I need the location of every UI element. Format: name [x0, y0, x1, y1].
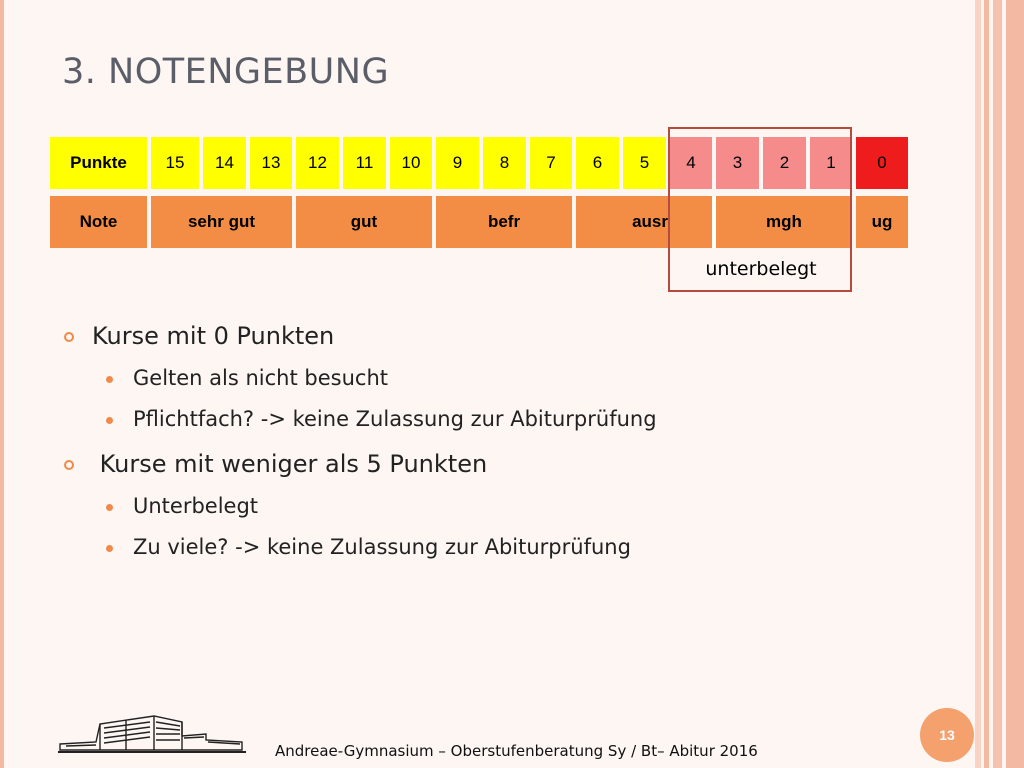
- grade-sehr-gut: sehr gut: [151, 196, 292, 248]
- bullet-level1: Kurse mit 0 Punkten: [92, 322, 335, 350]
- grade-mgh: mgh: [716, 196, 852, 248]
- points-cell: 3: [716, 137, 759, 189]
- points-cell: 5: [623, 137, 666, 189]
- note-label: Note: [50, 196, 147, 248]
- bullet-ring-icon: [64, 460, 74, 470]
- unterbelegt-frame: [668, 127, 852, 292]
- points-cell: 4: [670, 137, 712, 189]
- points-cell: 9: [436, 137, 479, 189]
- bullet-level2: Pflichtfach? -> keine Zulassung zur Abit…: [133, 407, 657, 431]
- punkte-label: Punkte: [50, 137, 147, 189]
- grade-ug: ug: [856, 196, 908, 248]
- bullet-dot-icon: [106, 417, 113, 424]
- points-cell: 6: [576, 137, 619, 189]
- points-cell: 7: [530, 137, 572, 189]
- page-number-badge: 13: [920, 708, 974, 762]
- grade-ausr: ausr: [576, 196, 712, 248]
- points-cell: 15: [151, 137, 199, 189]
- bullet-level2: Zu viele? -> keine Zulassung zur Abiturp…: [133, 535, 631, 559]
- points-cell: 12: [296, 137, 339, 189]
- points-cell: 10: [390, 137, 432, 189]
- bullet-dot-icon: [106, 376, 113, 383]
- grade-gut: gut: [296, 196, 432, 248]
- slide-footer: Andreae-Gymnasium – Oberstufenberatung S…: [275, 742, 758, 760]
- school-building-logo: [58, 715, 246, 753]
- points-cell: 14: [203, 137, 246, 189]
- bullet-level1: Kurse mit weniger als 5 Punkten: [92, 450, 488, 478]
- grade-befr: befr: [436, 196, 572, 248]
- slide-left-border: [0, 0, 4, 768]
- bullet-dot-icon: [106, 504, 113, 511]
- slide-right-border: [975, 0, 1024, 768]
- unterbelegt-label: unterbelegt: [705, 258, 817, 280]
- points-cell: 11: [343, 137, 386, 189]
- bullet-dot-icon: [106, 545, 113, 552]
- points-cell: 1: [810, 137, 852, 189]
- bullet-ring-icon: [64, 332, 74, 342]
- points-cell: 0: [856, 137, 908, 189]
- page-title: 3. NOTENGEBUNG: [62, 52, 390, 92]
- points-cell: 13: [250, 137, 292, 189]
- table-divider: [712, 196, 716, 248]
- points-cell: 8: [483, 137, 526, 189]
- bullet-level2: Unterbelegt: [133, 494, 259, 518]
- points-cell: 2: [763, 137, 806, 189]
- bullet-level2: Gelten als nicht besucht: [133, 366, 388, 390]
